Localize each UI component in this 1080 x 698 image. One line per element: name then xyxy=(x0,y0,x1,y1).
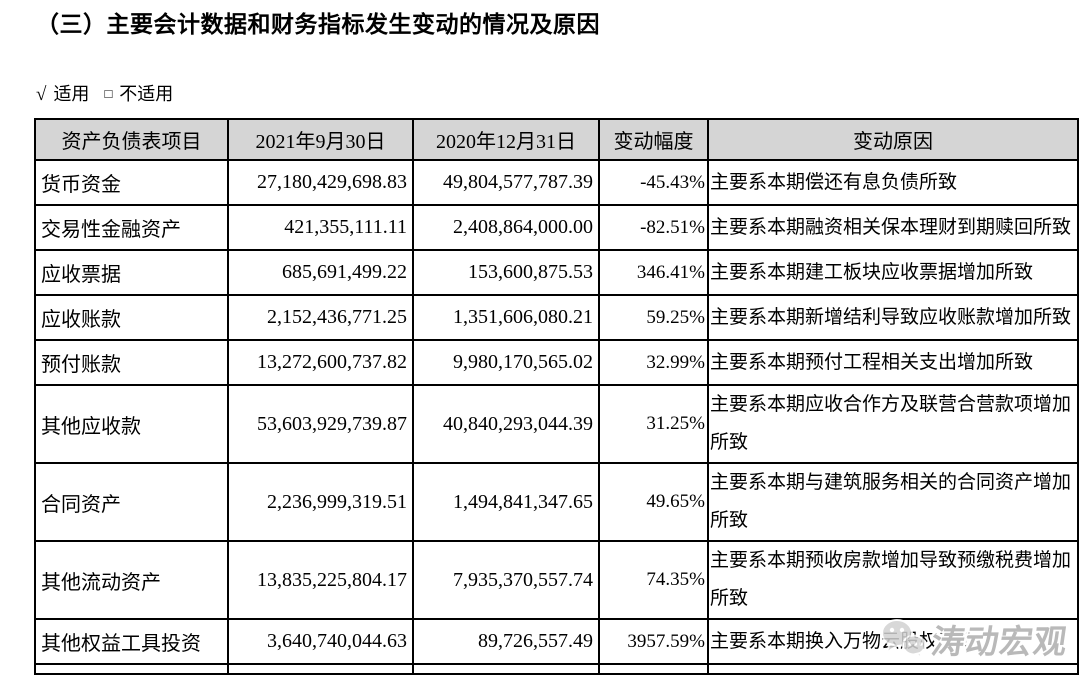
value-2020-cell: 89,726,557.49 xyxy=(412,618,600,665)
change-pct-cell: 31.25% xyxy=(598,384,709,464)
check-mark: √ xyxy=(36,84,47,105)
value-2021-cell: 2,152,436,771.25 xyxy=(227,294,414,341)
item-cell: 交易性金融资产 xyxy=(34,204,229,251)
empty-cell xyxy=(412,663,600,675)
change-pct-cell: 346.41% xyxy=(598,249,709,296)
reason-cell: 主要系本期应收合作方及联营合营款项增加所致 xyxy=(707,384,1079,464)
item-cell: 预付账款 xyxy=(34,339,229,386)
value-2020-cell: 2,408,864,000.00 xyxy=(412,204,600,251)
table-row: 合同资产 2,236,999,319.51 1,494,841,347.65 49.6… xyxy=(34,462,1079,542)
item-cell: 应收账款 xyxy=(34,294,229,341)
change-pct-cell: 59.25% xyxy=(598,294,709,341)
value-2020-cell: 1,494,841,347.65 xyxy=(412,462,600,542)
balance-sheet-changes-table: 资产负债表项目 2021年9月30日 2020年12月31日 变动幅度 变动原因 货币资… xyxy=(34,118,1079,675)
reason-cell: 主要系本期融资相关保本理财到期赎回所致 xyxy=(707,204,1079,251)
value-2021-cell: 685,691,499.22 xyxy=(227,249,414,296)
change-pct-cell: 49.65% xyxy=(598,462,709,542)
table-row: 货币资金 27,180,429,698.83 49,804,577,787.39 -4… xyxy=(34,159,1079,206)
empty-cell xyxy=(34,663,229,675)
reason-cell: 主要系本期与建筑服务相关的合同资产增加所致 xyxy=(707,462,1079,542)
column-header: 变动幅度 xyxy=(598,118,709,161)
table-row: 应收账款 2,152,436,771.25 1,351,606,080.21 59.2… xyxy=(34,294,1079,341)
table-row: 其他流动资产 13,835,225,804.17 7,935,370,557.74 7… xyxy=(34,540,1079,620)
value-2021-cell: 13,272,600,737.82 xyxy=(227,339,414,386)
table-row: 预付账款 13,272,600,737.82 9,980,170,565.02 32.… xyxy=(34,339,1079,386)
reason-cell: 主要系本期预收房款增加导致预缴税费增加所致 xyxy=(707,540,1079,620)
value-2021-cell: 2,236,999,319.51 xyxy=(227,462,414,542)
column-header: 2021年9月30日 xyxy=(227,118,414,161)
reason-cell: 主要系本期建工板块应收票据增加所致 xyxy=(707,249,1079,296)
item-cell: 其他权益工具投资 xyxy=(34,618,229,665)
item-cell: 合同资产 xyxy=(34,462,229,542)
column-header: 2020年12月31日 xyxy=(412,118,600,161)
value-2020-cell: 9,980,170,565.02 xyxy=(412,339,600,386)
change-pct-cell: -82.51% xyxy=(598,204,709,251)
table-row-partial xyxy=(34,663,1079,675)
change-pct-cell: 3957.59% xyxy=(598,618,709,665)
change-pct-cell: 74.35% xyxy=(598,540,709,620)
empty-cell xyxy=(707,663,1079,675)
reason-cell: 主要系本期新增结利导致应收账款增加所致 xyxy=(707,294,1079,341)
value-2021-cell: 421,355,111.11 xyxy=(227,204,414,251)
document-page: （三）主要会计数据和财务指标发生变动的情况及原因 √ 适用 □ 不适用 资产负债表项目… xyxy=(0,11,1080,675)
value-2021-cell: 53,603,929,739.87 xyxy=(227,384,414,464)
not-applicable-label: 不适用 xyxy=(119,84,174,104)
value-2020-cell: 40,840,293,044.39 xyxy=(412,384,600,464)
applicable-label: 适用 xyxy=(53,84,90,104)
empty-cell xyxy=(598,663,709,675)
table-row: 交易性金融资产 421,355,111.11 2,408,864,000.00 -82… xyxy=(34,204,1079,251)
item-cell: 应收票据 xyxy=(34,249,229,296)
value-2021-cell: 3,640,740,044.63 xyxy=(227,618,414,665)
column-header: 资产负债表项目 xyxy=(34,118,229,161)
table-header-row: 资产负债表项目 2021年9月30日 2020年12月31日 变动幅度 变动原因 xyxy=(34,118,1079,161)
item-cell: 其他流动资产 xyxy=(34,540,229,620)
value-2020-cell: 1,351,606,080.21 xyxy=(412,294,600,341)
table-row: 其他应收款 53,603,929,739.87 40,840,293,044.39 3… xyxy=(34,384,1079,464)
reason-cell: 主要系本期换入万物云股权所致 xyxy=(707,618,1079,665)
value-2020-cell: 153,600,875.53 xyxy=(412,249,600,296)
reason-cell: 主要系本期偿还有息负债所致 xyxy=(707,159,1079,206)
reason-cell: 主要系本期预付工程相关支出增加所致 xyxy=(707,339,1079,386)
column-header: 变动原因 xyxy=(707,118,1079,161)
item-cell: 其他应收款 xyxy=(34,384,229,464)
value-2021-cell: 27,180,429,698.83 xyxy=(227,159,414,206)
change-pct-cell: -45.43% xyxy=(598,159,709,206)
change-pct-cell: 32.99% xyxy=(598,339,709,386)
item-cell: 货币资金 xyxy=(34,159,229,206)
value-2021-cell: 13,835,225,804.17 xyxy=(227,540,414,620)
section-title: （三）主要会计数据和财务指标发生变动的情况及原因 xyxy=(36,12,600,37)
checkbox-empty-icon: □ xyxy=(104,86,113,101)
empty-cell xyxy=(227,663,414,675)
value-2020-cell: 7,935,370,557.74 xyxy=(412,540,600,620)
value-2020-cell: 49,804,577,787.39 xyxy=(412,159,600,206)
applicability-line: √ 适用 □ 不适用 xyxy=(36,85,1080,105)
table-row: 应收票据 685,691,499.22 153,600,875.53 346.41% 主… xyxy=(34,249,1079,296)
table-row: 其他权益工具投资 3,640,740,044.63 89,726,557.49 395… xyxy=(34,618,1079,665)
